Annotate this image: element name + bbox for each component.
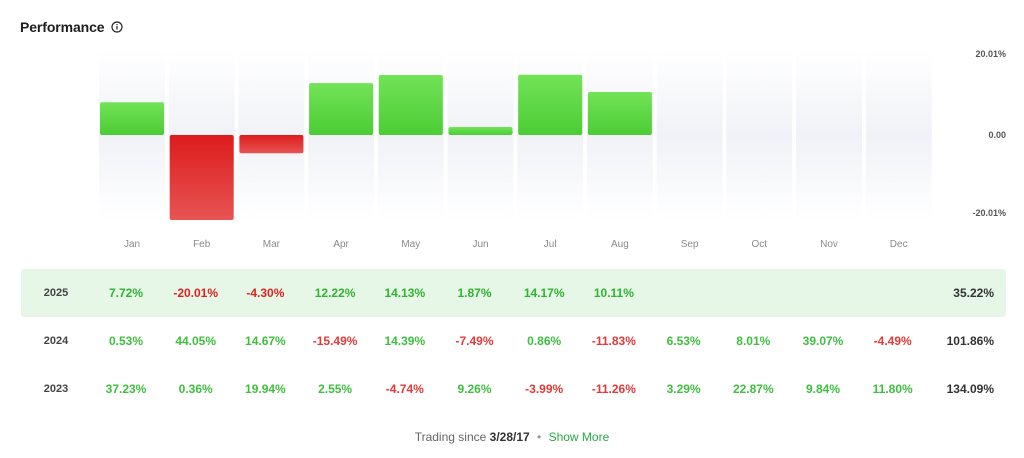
month-return-cell: 11.80% [872, 382, 913, 396]
footer: Trading since 3/28/17 • Show More [0, 430, 1024, 444]
month-label-sep: Sep [681, 239, 699, 250]
y-tick-label: 0.00 [988, 130, 1006, 140]
year-total-cell: 134.09% [946, 382, 994, 396]
month-label-jun: Jun [472, 239, 488, 250]
bar-track-jan [99, 135, 165, 220]
month-return-cell: 12.22% [314, 286, 356, 300]
bar-track-mar [238, 50, 305, 135]
month-return-cell: 14.13% [384, 286, 426, 300]
month-return-cell: 44.05% [175, 334, 217, 348]
performance-header: Performance [20, 19, 123, 35]
bar-track-apr [308, 135, 375, 220]
month-return-cell: -11.26% [591, 382, 636, 396]
month-return-cell: 0.36% [178, 382, 213, 396]
trading-since-date: 3/28/17 [489, 430, 530, 444]
month-return-cell: 22.87% [732, 382, 774, 396]
trading-since-label: Trading since [414, 430, 487, 444]
bar-track-dec [865, 135, 932, 220]
table-row-2024: 2024 0.53% 44.05% 14.67% -15.49% 14.39% -7.49%… [21, 317, 1006, 365]
bar-track-sep [656, 50, 723, 135]
month-return-cell: 14.67% [245, 334, 286, 348]
month-return-cell: 3.29% [666, 382, 701, 396]
page-title: Performance [20, 19, 105, 35]
year-total-cell: 35.22% [953, 286, 994, 300]
month-return-cell: 1.87% [457, 286, 492, 300]
bar-track-oct [726, 135, 793, 220]
bar-track-dec [865, 50, 932, 135]
bar-track-jun [447, 50, 514, 135]
bar-mar [239, 135, 304, 154]
month-label-apr: Apr [333, 239, 349, 250]
month-return-cell: 9.26% [457, 382, 492, 396]
month-return-cell: 0.86% [527, 334, 562, 348]
month-return-cell: 10.11% [593, 286, 634, 300]
year-cell: 2024 [43, 335, 69, 347]
bar-track-feb [168, 50, 235, 135]
month-return-cell: 7.72% [108, 286, 144, 300]
month-label-mar: Mar [263, 239, 281, 250]
bar-track-jul [517, 135, 584, 220]
bar-aug [587, 92, 652, 135]
year-cell: 2023 [43, 383, 69, 395]
bar-jul [518, 74, 583, 135]
bar-track-aug [586, 135, 653, 220]
month-label-nov: Nov [820, 239, 838, 250]
bar-jan [100, 102, 164, 135]
bar-track-nov [796, 50, 862, 135]
month-return-cell: 0.53% [108, 334, 144, 348]
month-return-cell: -11.83% [591, 334, 636, 348]
y-tick-label: 20.01% [975, 49, 1006, 59]
month-return-cell: -20.01% [173, 286, 219, 300]
bar-track-sep [656, 135, 723, 220]
monthly-performance-chart: Jan Feb Mar Apr May Jun Jul Aug Sep Oct Nov Dec 20.0… [99, 49, 1006, 250]
table-row-2023: 2023 37.23% 0.36% 19.94% 2.55% -4.74% 9.26% -3.… [21, 365, 1006, 413]
month-return-cell: 37.23% [105, 382, 147, 396]
month-label-may: May [401, 239, 420, 250]
month-return-cell: 14.39% [384, 334, 426, 348]
month-return-cell: -4.30% [246, 286, 285, 300]
month-label-aug: Aug [611, 239, 629, 250]
table-row-2025: 2025 7.72% -20.01% -4.30% 12.22% 14.13% 1.87% 1… [21, 269, 1006, 317]
month-return-cell: 39.07% [802, 334, 844, 348]
month-label-dec: Dec [890, 239, 908, 250]
month-label-oct: Oct [752, 239, 768, 250]
month-return-cell: 19.94% [245, 382, 286, 396]
year-cell: 2025 [43, 287, 69, 299]
y-tick-label: -20.01% [972, 208, 1006, 218]
month-label-feb: Feb [193, 239, 211, 250]
bar-track-jun [447, 135, 514, 220]
month-return-cell: 2.55% [318, 382, 353, 396]
separator-dot: • [537, 430, 542, 444]
bar-jun [448, 127, 513, 135]
month-return-cell: -3.99% [525, 382, 564, 396]
month-return-cell: -7.49% [455, 334, 494, 348]
month-label-jul: Jul [544, 239, 557, 250]
bar-track-oct [726, 50, 793, 135]
month-label-jan: Jan [124, 239, 140, 250]
month-return-cell: 9.84% [805, 382, 841, 396]
month-return-cell: 6.53% [666, 334, 701, 348]
year-total-cell: 101.86% [946, 334, 994, 348]
bar-track-nov [796, 135, 862, 220]
bar-track-may [377, 135, 444, 220]
month-return-cell: -4.74% [385, 382, 424, 396]
bar-feb [169, 135, 234, 220]
month-return-cell: 14.17% [523, 286, 565, 300]
bar-may [378, 74, 443, 135]
month-return-cell: -15.49% [312, 334, 358, 348]
month-return-cell: -4.49% [873, 334, 912, 348]
show-more-link[interactable]: Show More [548, 430, 610, 444]
month-return-cell: 8.01% [736, 334, 771, 348]
info-icon[interactable] [110, 21, 123, 33]
bar-apr [309, 83, 374, 135]
